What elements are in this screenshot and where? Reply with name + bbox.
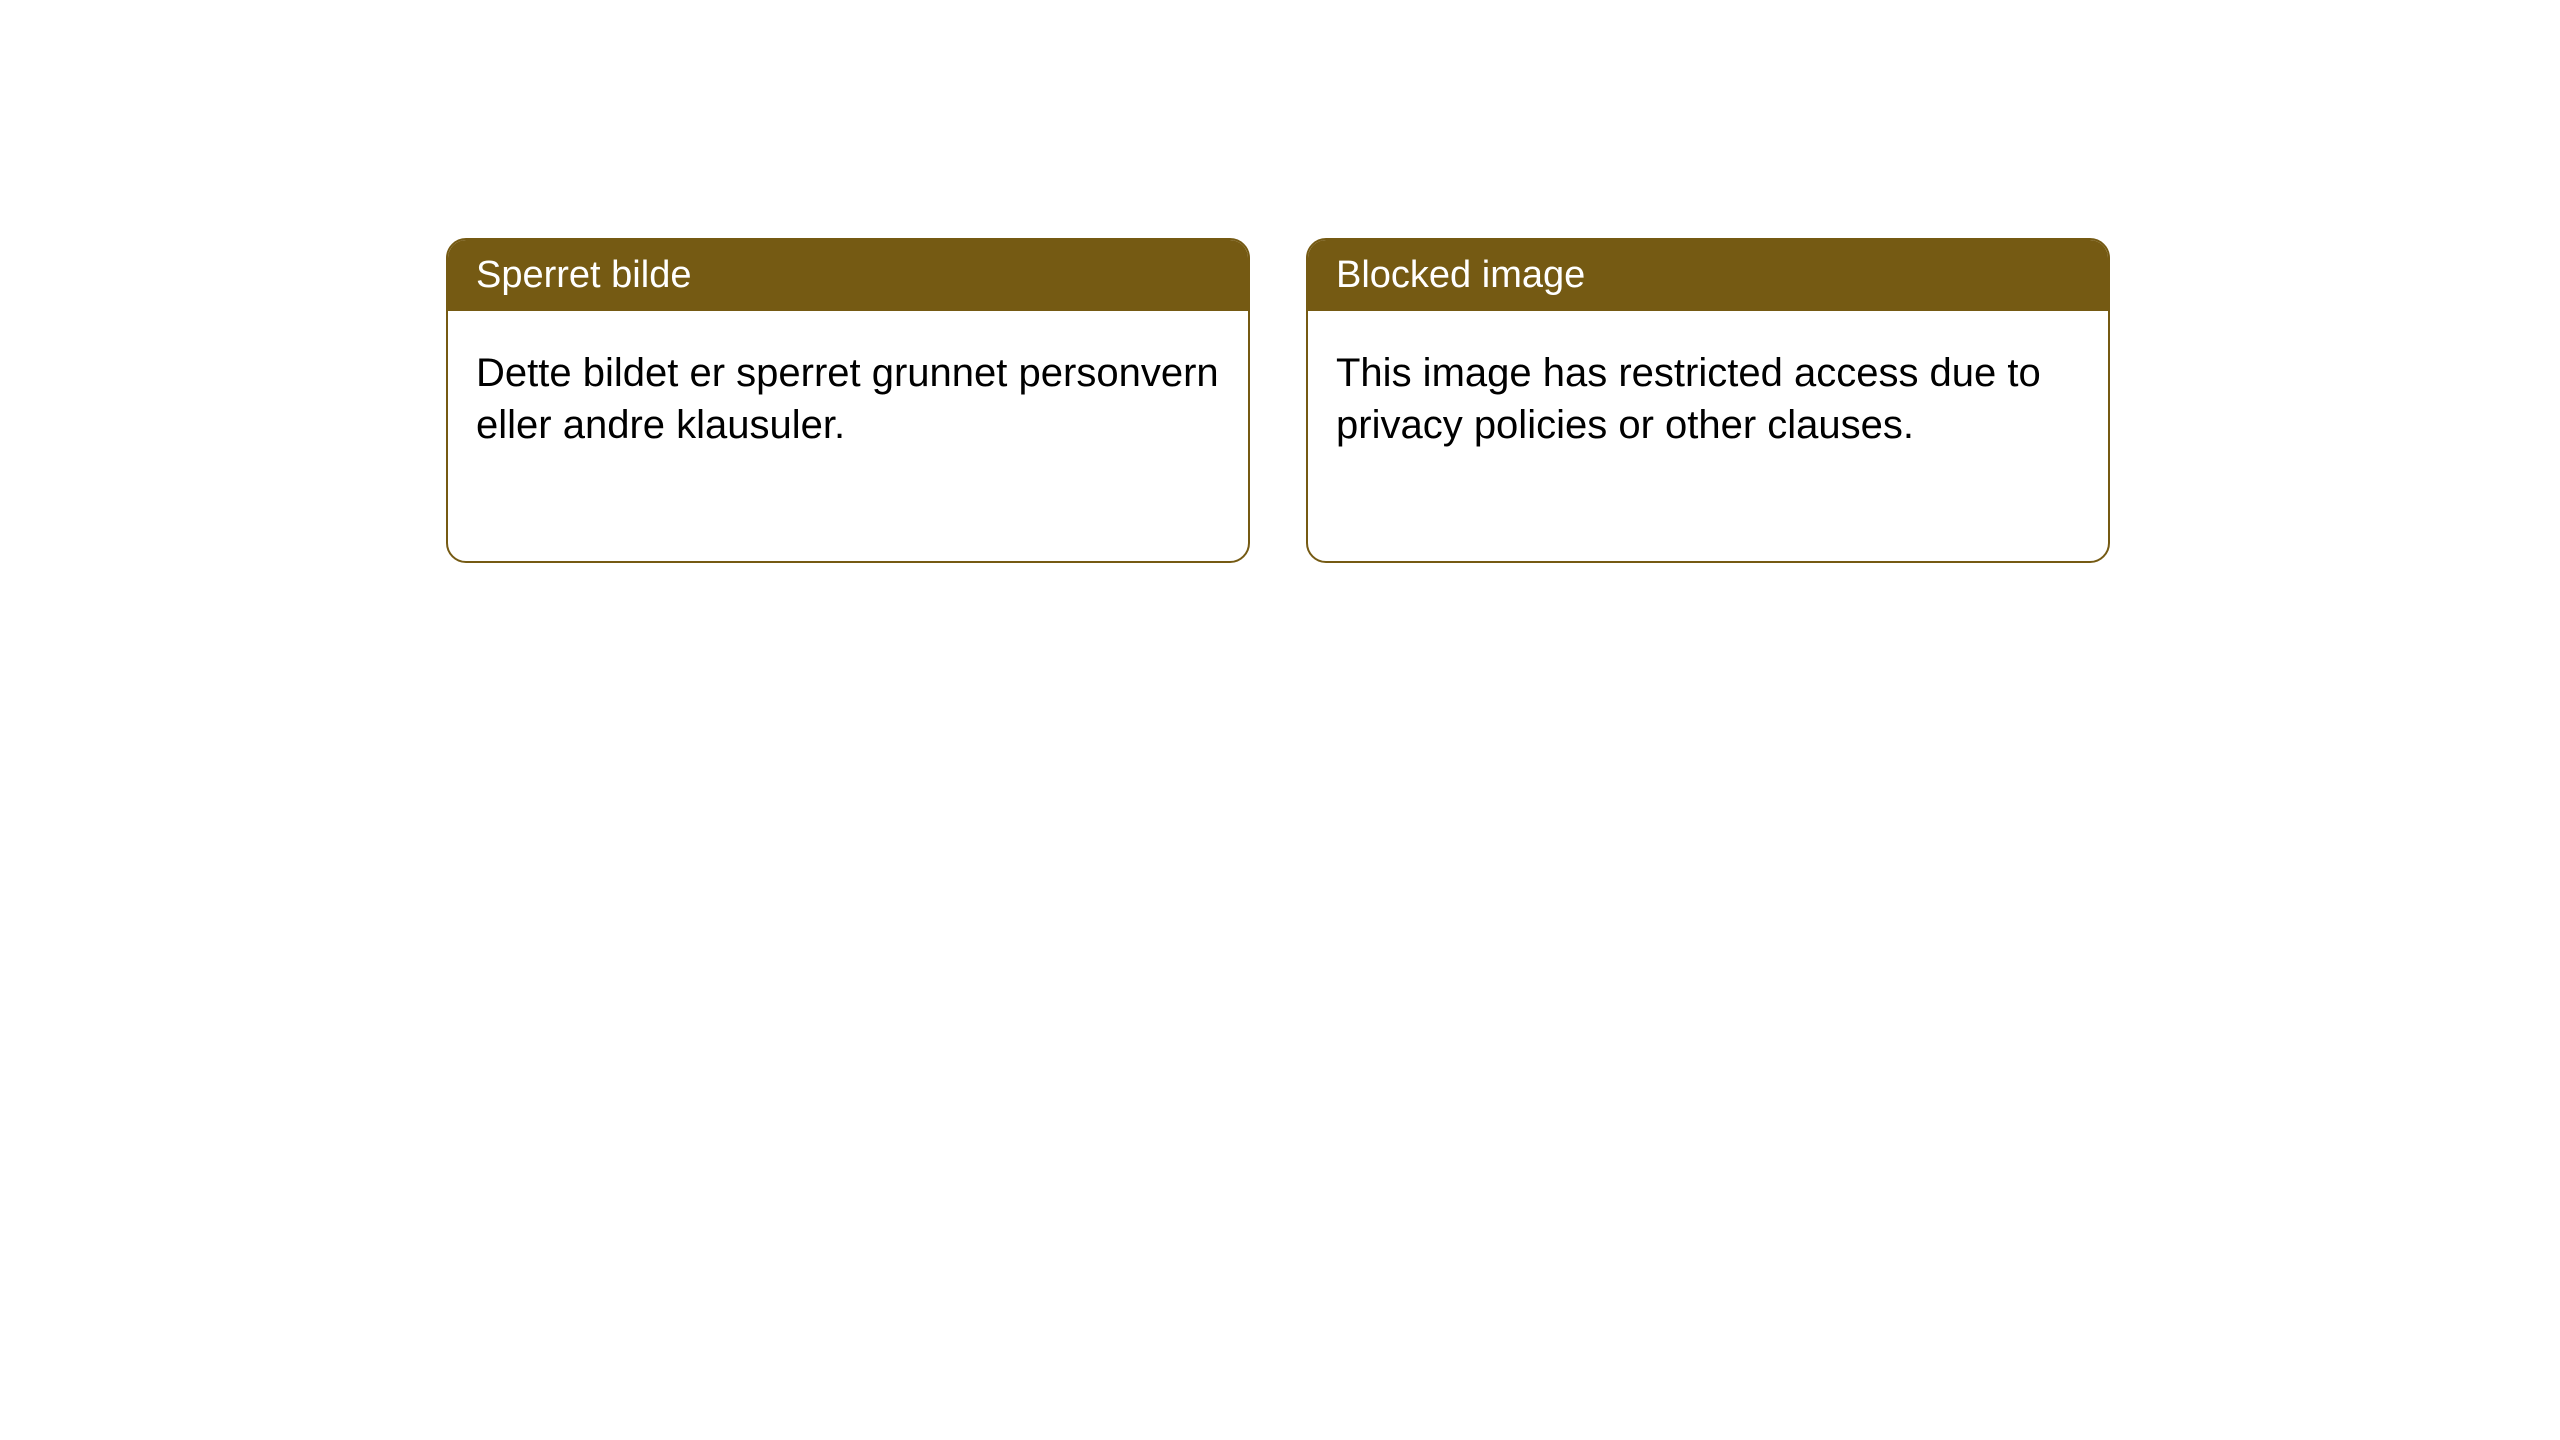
card-title: Blocked image: [1336, 254, 1585, 296]
card-body-text: Dette bildet er sperret grunnet personve…: [476, 351, 1219, 447]
card-title: Sperret bilde: [476, 254, 691, 296]
card-body-text: This image has restricted access due to …: [1336, 351, 2041, 447]
notice-card-norwegian: Sperret bilde Dette bildet er sperret gr…: [446, 238, 1250, 563]
notice-card-english: Blocked image This image has restricted …: [1306, 238, 2110, 563]
card-body: Dette bildet er sperret grunnet personve…: [448, 311, 1248, 561]
card-header: Blocked image: [1308, 240, 2108, 311]
card-header: Sperret bilde: [448, 240, 1248, 311]
notice-cards-container: Sperret bilde Dette bildet er sperret gr…: [0, 0, 2560, 563]
card-body: This image has restricted access due to …: [1308, 311, 2108, 561]
